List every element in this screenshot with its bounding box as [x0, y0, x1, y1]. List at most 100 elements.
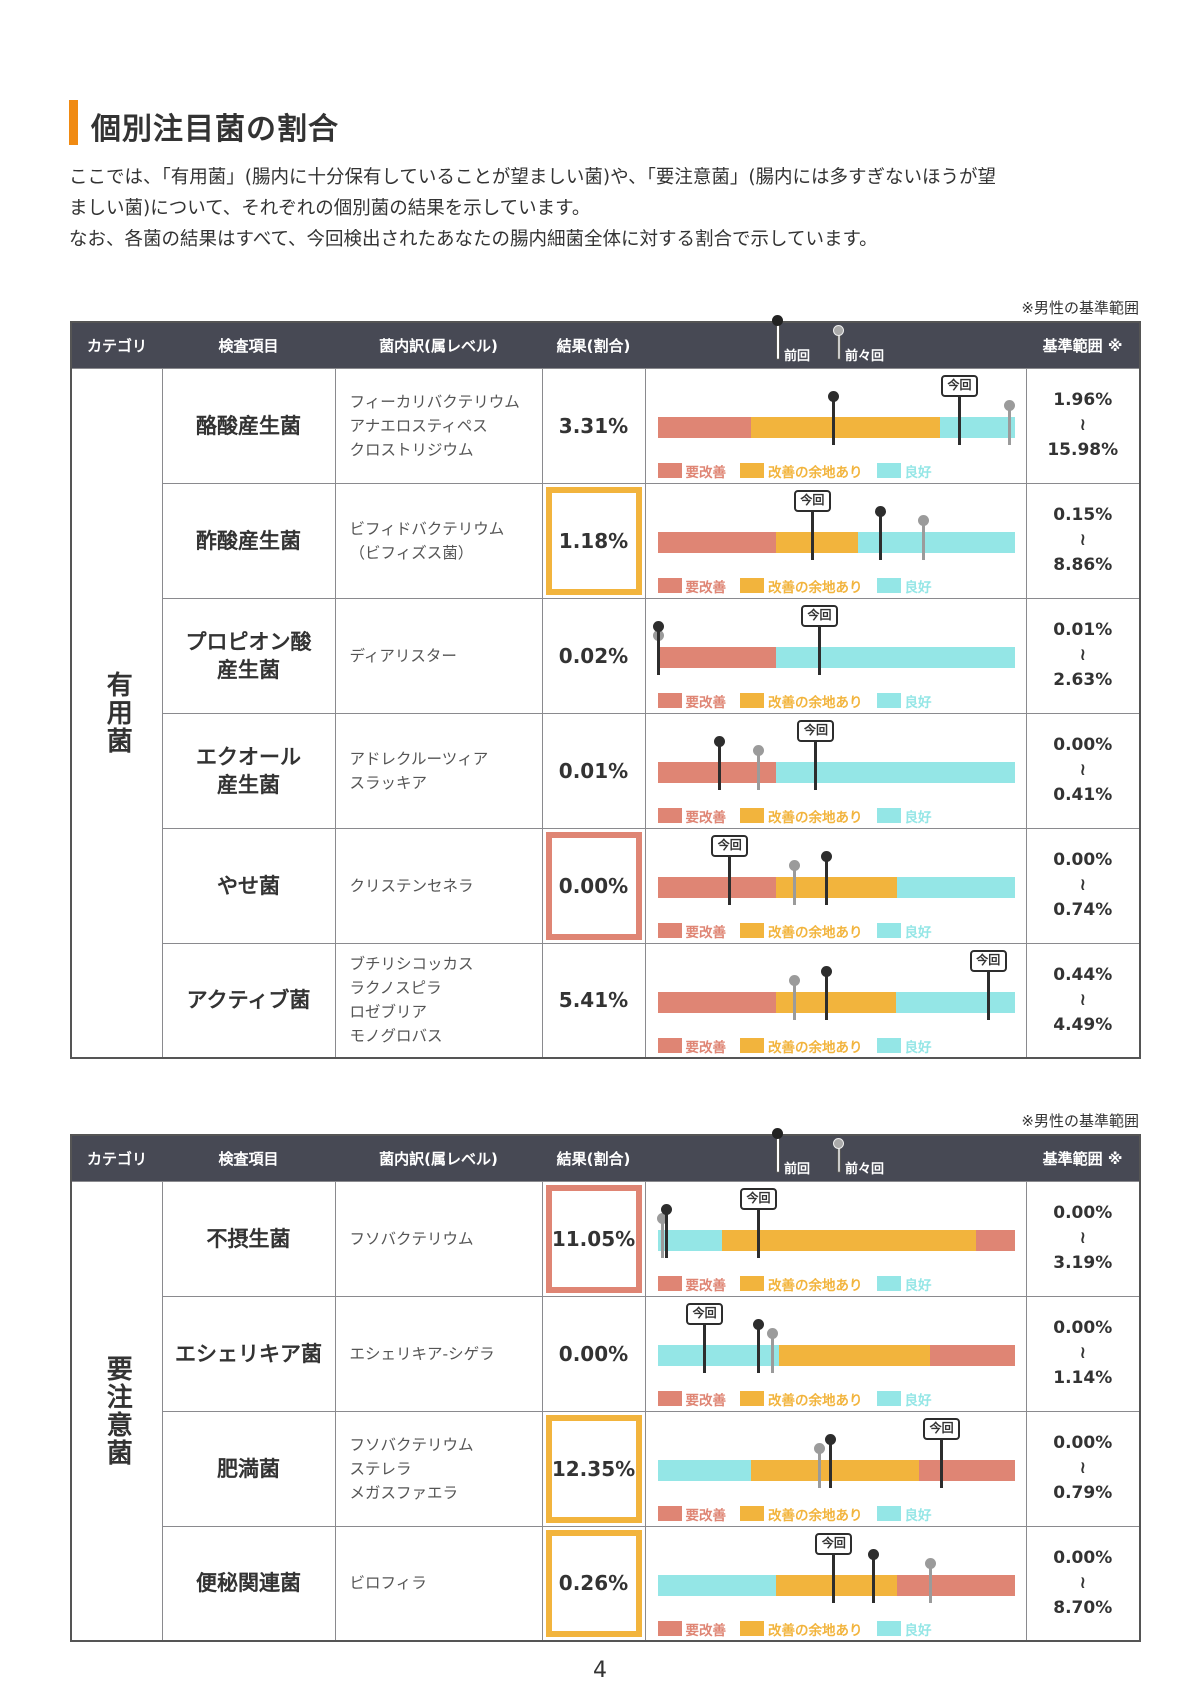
header-row: カテゴリ 検査項目 菌内訳(属レベル) 結果(割合) 前回 前々回 基準範囲 ※	[71, 315, 1140, 368]
prev2-marker-dot	[753, 744, 765, 756]
reference-note: ※男性の基準範囲	[1021, 1112, 1139, 1130]
prev-marker	[828, 390, 840, 445]
bar-segment-bad	[657, 876, 776, 898]
legend-item-bad: 要改善	[657, 921, 726, 941]
result-highlight	[545, 831, 642, 940]
breakdown-list: ビフィドバクテリウム （ビフィズス菌）	[334, 482, 543, 599]
bar-segment-bad	[657, 531, 776, 553]
legend-swatch-mid	[740, 923, 764, 938]
table-row: エシェリキア菌 エシェリキア-シゲラ 0.00% 今回 要改善 改善の余地あり 良好 0.00…	[71, 1295, 1141, 1412]
category-label: 要注意菌	[70, 1180, 163, 1642]
legend-item-good: 良好	[876, 1274, 932, 1294]
legend-label-good: 良好	[904, 809, 932, 826]
result-highlight	[546, 602, 642, 710]
range-tilde: ≀	[1079, 415, 1086, 435]
legend-item-bad: 要改善	[657, 806, 726, 826]
prev2-dot-icon	[833, 325, 844, 336]
prev-marker	[875, 505, 887, 560]
header-category: カテゴリ	[71, 1135, 162, 1181]
legend-item-bad: 要改善	[657, 1389, 726, 1409]
prev2-marker	[788, 859, 800, 905]
header-result: 結果(割合)	[542, 1135, 645, 1181]
item-name: エシェリキア菌	[161, 1295, 336, 1412]
legend-swatch-good	[876, 1276, 901, 1291]
header-range: 基準範囲 ※	[1026, 1135, 1140, 1181]
bar-segment-good	[940, 416, 1016, 438]
item-name: 肥満菌	[161, 1410, 336, 1527]
bar-segment-mid	[775, 531, 858, 553]
range-low: 0.15%	[1053, 505, 1113, 525]
legend-swatch-good	[876, 808, 901, 823]
legend-item-mid: 改善の余地あり	[740, 461, 863, 481]
range-chart: 今回 要改善 改善の余地あり 良好	[644, 597, 1027, 714]
result-cell: 12.35%	[541, 1410, 646, 1527]
current-marker-label: 今回	[797, 719, 835, 742]
range-low: 0.44%	[1053, 964, 1113, 985]
legend-item-mid: 改善の余地あり	[740, 1389, 863, 1409]
range-bar	[657, 531, 1016, 553]
bar-segment-mid	[750, 1459, 919, 1481]
range-bar	[657, 1344, 1016, 1366]
prev2-marker-dot	[767, 1327, 779, 1339]
legend-swatch-mid	[740, 463, 764, 478]
legend-item-bad: 要改善	[657, 1274, 726, 1294]
legend-item-good: 良好	[876, 921, 932, 941]
range-low: 0.00%	[1053, 1547, 1113, 1568]
legend-swatch-mid	[740, 1391, 764, 1406]
range-tilde: ≀	[1079, 1572, 1086, 1593]
reference-range: 0.00% ≀ 1.14%	[1025, 1295, 1141, 1412]
legend-label-bad: 要改善	[685, 579, 727, 596]
result-highlight	[546, 717, 642, 825]
prev2-marker	[767, 1327, 779, 1373]
result-highlight	[545, 1529, 642, 1637]
result-cell: 3.31%	[541, 367, 646, 484]
legend-item-bad: 要改善	[657, 1619, 726, 1639]
table-row: 便秘関連菌 ビロフィラ 0.26% 今回 要改善 改善の余地あり 良好 0.00% ≀ 8.70%	[71, 1525, 1141, 1642]
legend-swatch-bad	[657, 578, 682, 593]
chart-legend: 要改善 改善の余地あり 良好	[657, 1619, 946, 1639]
page-title: 個別注目菌の割合	[91, 112, 339, 147]
header-row: カテゴリ 検査項目 菌内訳(属レベル) 結果(割合) 前回 前々回 基準範囲 ※	[71, 1128, 1140, 1181]
header-category: カテゴリ	[71, 322, 162, 368]
bar-segment-bad	[657, 991, 776, 1013]
prev2-marker-dot	[1004, 399, 1016, 411]
prev-marker	[821, 850, 833, 905]
item-name: 便秘関連菌	[161, 1525, 336, 1642]
prev-marker	[661, 1203, 673, 1258]
prev2-dot-icon	[833, 1138, 844, 1149]
legend-label-mid: 改善の余地あり	[768, 1622, 863, 1639]
prev-marker-icon	[772, 315, 783, 360]
header-result: 結果(割合)	[542, 322, 645, 368]
result-highlight	[545, 1184, 642, 1293]
legend-label-good: 良好	[904, 1277, 932, 1294]
chart-legend: 要改善 改善の余地あり 良好	[657, 1036, 946, 1056]
range-low: 0.00%	[1053, 850, 1113, 870]
legend-swatch-mid	[740, 808, 764, 823]
table-row: 有用菌 酪酸産生菌 フィーカリバクテリウム アナエロスティペス クロストリジウム 3.…	[70, 367, 1141, 1059]
prev2-label: 前々回	[845, 1162, 885, 1177]
prev-marker-icon	[772, 1128, 783, 1173]
legend-swatch-good	[876, 463, 901, 478]
reference-note: ※男性の基準範囲	[1021, 299, 1139, 317]
reference-range: 0.44% ≀ 4.49%	[1025, 942, 1141, 1059]
intro-line: なお、各菌の結果はすべて、今回検出されたあなたの腸内細菌全体に対する割合で示して…	[69, 229, 878, 250]
legend-item-bad: 要改善	[657, 1504, 726, 1524]
result-highlight	[546, 1300, 642, 1408]
legend-item-bad: 要改善	[657, 691, 726, 711]
current-marker: 今回	[969, 949, 1007, 1020]
table-row: やせ菌 クリステンセネラ 0.00% 今回 要改善 改善の余地あり 良好 0.00% ≀ 0.74…	[71, 827, 1141, 944]
bar-segment-bad	[657, 761, 776, 783]
range-high: 2.63%	[1053, 670, 1113, 690]
range-low: 0.01%	[1053, 620, 1113, 640]
result-value: 0.00%	[558, 1341, 629, 1366]
chart-legend: 要改善 改善の余地あり 良好	[657, 921, 946, 941]
legend-label-good: 良好	[904, 1039, 932, 1056]
range-high: 1.14%	[1053, 1368, 1113, 1388]
bar-segment-bad	[976, 1229, 1016, 1251]
result-cell: 0.02%	[541, 597, 646, 714]
range-high: 15.98%	[1047, 440, 1119, 460]
range-high: 4.49%	[1053, 1014, 1113, 1035]
chart-legend: 要改善 改善の余地あり 良好	[657, 691, 946, 711]
prev2-marker-dot	[918, 514, 930, 526]
table-row: プロピオン酸 産生菌 ディアリスター 0.02% 今回 要改善 改善の余地あり 良好 0.01…	[71, 597, 1141, 714]
